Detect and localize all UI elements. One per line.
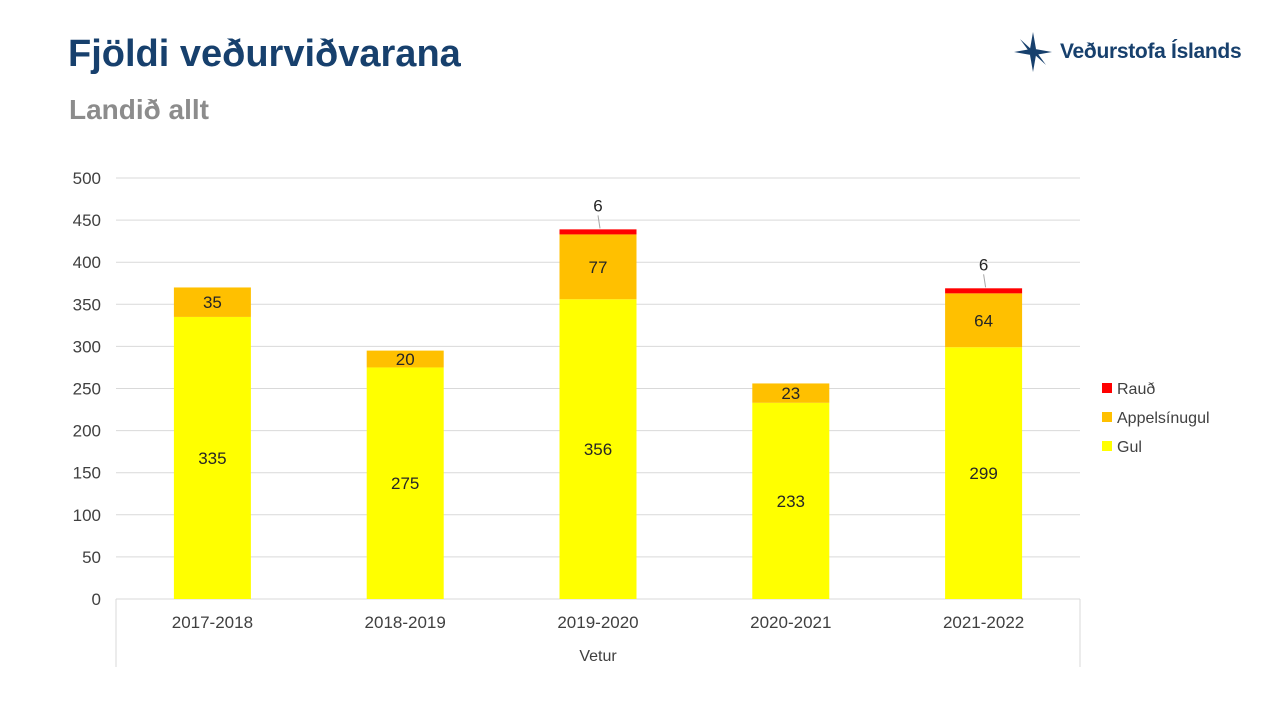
data-label: 6	[593, 196, 602, 215]
bar-segment-appelsínugul	[752, 383, 830, 403]
x-tick-label: 2018-2019	[365, 613, 446, 632]
bar-segment-gul	[752, 402, 830, 599]
data-label: 335	[198, 449, 226, 468]
page-subtitle: Landið allt	[69, 94, 209, 125]
y-tick-label: 200	[73, 422, 101, 441]
data-labels: 335 35 275 20 356 77 6 233 23 299 64 6	[198, 196, 998, 511]
data-label: 275	[391, 474, 419, 493]
x-tick-label: 2020-2021	[750, 613, 831, 632]
data-label: 6	[979, 255, 988, 274]
x-axis-title: Vetur	[579, 648, 617, 665]
bar-segment-gul	[559, 299, 637, 599]
data-label: 233	[777, 492, 805, 511]
bar-segment-gul	[945, 347, 1023, 599]
data-label: 23	[781, 384, 800, 403]
y-tick-label: 450	[73, 211, 101, 230]
bar-segment-appelsínugul	[559, 234, 637, 300]
bar-segment-rauð	[945, 288, 1023, 294]
axes: 0 50 100 150 200 250 300 350 400 450 500 2017-2018 2…	[73, 169, 1081, 667]
data-label-leader	[983, 274, 987, 288]
y-tick-label: 500	[73, 169, 101, 188]
bar-segment-appelsínugul	[173, 287, 251, 317]
y-tick-label: 150	[73, 464, 101, 483]
bar-segment-rauð	[559, 229, 637, 235]
legend-label: Gul	[1117, 439, 1142, 456]
bar-segment-gul	[366, 367, 444, 599]
x-tick-label: 2019-2020	[557, 613, 638, 632]
legend: Rauð Appelsínugul Gul	[1102, 381, 1210, 456]
y-tick-label: 400	[73, 253, 101, 272]
bar-segment-appelsínugul	[945, 293, 1023, 348]
x-tick-label: 2017-2018	[172, 613, 253, 632]
y-tick-label: 300	[73, 337, 101, 356]
y-tick-label: 250	[73, 380, 101, 399]
logo: Veðurstofa Íslands	[1012, 30, 1242, 74]
data-label: 64	[974, 311, 993, 330]
vedurstofa-star-icon	[1014, 32, 1052, 72]
data-label: 35	[203, 293, 222, 312]
data-label: 77	[589, 258, 608, 277]
page-title: Fjöldi veðurviðvarana	[68, 33, 461, 75]
data-label: 356	[584, 440, 612, 459]
y-tick-label: 350	[73, 295, 101, 314]
data-label-leader	[597, 215, 601, 229]
bar-segment-gul	[173, 316, 251, 599]
bar-segment-appelsínugul	[366, 350, 444, 368]
data-label: 299	[969, 464, 997, 483]
legend-swatch	[1102, 441, 1112, 451]
data-label: 20	[396, 350, 415, 369]
y-tick-label: 0	[92, 590, 101, 609]
legend-label: Appelsínugul	[1117, 410, 1210, 427]
legend-swatch	[1102, 383, 1112, 393]
y-tick-label: 100	[73, 506, 101, 525]
legend-swatch	[1102, 412, 1112, 422]
x-tick-label: 2021-2022	[943, 613, 1024, 632]
y-tick-label: 50	[82, 548, 101, 567]
legend-label: Rauð	[1117, 381, 1155, 398]
logo-text: Veðurstofa Íslands	[1060, 40, 1242, 63]
bars	[173, 229, 1023, 599]
